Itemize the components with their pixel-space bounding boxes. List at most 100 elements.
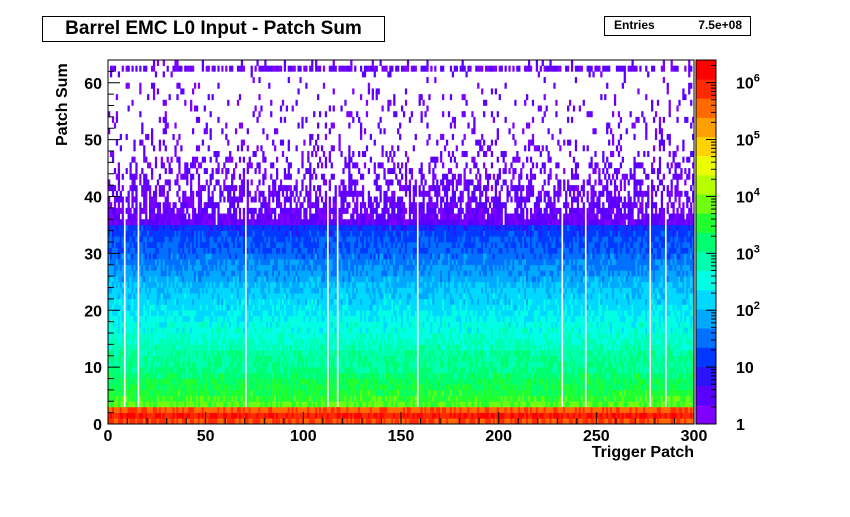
- heatmap-cell: [168, 224, 171, 231]
- heatmap-cell: [201, 418, 205, 425]
- heatmap-cell: [143, 293, 146, 300]
- heatmap-cell: [281, 310, 285, 317]
- heatmap-cell: [324, 321, 328, 328]
- heatmap-cell: [330, 173, 333, 180]
- heatmap-cell: [281, 190, 285, 197]
- heatmap-cell: [254, 321, 257, 328]
- heatmap-cell: [250, 355, 253, 362]
- heatmap-cell: [178, 162, 181, 169]
- heatmap-cell: [240, 65, 244, 72]
- heatmap-cell: [197, 259, 201, 266]
- heatmap-cell: [277, 242, 281, 248]
- heatmap-cell: [219, 361, 222, 368]
- heatmap-cell: [277, 333, 281, 339]
- heatmap-cell: [125, 196, 128, 203]
- heatmap-cell: [254, 384, 257, 391]
- heatmap-cell: [233, 253, 236, 260]
- heatmap-cell: [260, 293, 263, 300]
- heatmap-cell: [227, 276, 230, 283]
- heatmap-cell: [289, 185, 292, 192]
- heatmap-cell: [274, 242, 277, 248]
- heatmap-cell: [236, 259, 240, 266]
- heatmap-cell: [121, 372, 124, 379]
- heatmap-cell: [334, 236, 337, 243]
- heatmap-cell: [227, 344, 230, 351]
- heatmap-cell: [203, 384, 206, 391]
- heatmap-cell: [199, 406, 203, 413]
- heatmap-cell: [225, 406, 228, 413]
- heatmap-cell: [156, 333, 160, 339]
- heatmap-cell: [252, 344, 255, 351]
- heatmap-cell: [289, 190, 292, 197]
- heatmap-cell: [135, 333, 138, 339]
- heatmap-cell: [258, 367, 261, 374]
- heatmap-cell: [180, 65, 183, 72]
- heatmap-cell: [270, 406, 273, 413]
- heatmap-cell: [201, 230, 205, 237]
- heatmap-cell: [207, 406, 210, 413]
- heatmap-cell: [201, 253, 205, 260]
- heatmap-cell: [264, 389, 267, 396]
- heatmap-cell: [211, 247, 214, 254]
- heatmap-cell: [334, 224, 337, 231]
- heatmap-cell: [274, 253, 277, 260]
- heatmap-cell: [119, 264, 122, 271]
- heatmap-cell: [174, 145, 177, 152]
- heatmap-cell: [191, 236, 195, 243]
- heatmap-cell: [119, 242, 122, 248]
- heatmap-cell: [309, 276, 312, 283]
- heatmap-cell: [309, 395, 312, 402]
- heatmap-cell: [199, 202, 203, 209]
- heatmap-cell: [293, 196, 296, 203]
- heatmap-cell: [182, 242, 185, 248]
- heatmap-cell: [162, 406, 165, 413]
- heatmap-cell: [135, 202, 138, 209]
- heatmap-cell: [317, 247, 320, 254]
- heatmap-cell: [133, 344, 136, 351]
- heatmap-cell: [293, 315, 296, 322]
- heatmap-cell: [317, 298, 320, 305]
- heatmap-cell: [111, 276, 115, 283]
- heatmap-cell: [115, 224, 119, 231]
- heatmap-cell: [178, 304, 181, 311]
- heatmap-cell: [225, 361, 228, 368]
- heatmap-cell: [193, 213, 197, 220]
- heatmap-cell: [164, 344, 167, 351]
- heatmap-cell: [115, 287, 119, 294]
- heatmap-cell: [133, 355, 136, 362]
- heatmap-cell: [213, 333, 216, 339]
- heatmap-cell: [217, 406, 220, 413]
- heatmap-cell: [186, 219, 189, 226]
- heatmap-cell: [207, 367, 210, 374]
- heatmap-cell: [219, 247, 222, 254]
- heatmap-cell: [160, 242, 163, 248]
- heatmap-cell: [133, 242, 136, 248]
- heatmap-cell: [215, 418, 218, 425]
- heatmap-cell: [195, 116, 199, 123]
- heatmap-cell: [125, 281, 128, 288]
- heatmap-cell: [229, 361, 232, 368]
- heatmap-cell: [234, 350, 238, 357]
- heatmap-cell: [160, 219, 163, 226]
- heatmap-cell: [223, 281, 226, 288]
- heatmap-cell: [207, 196, 210, 203]
- heatmap-cell: [143, 202, 146, 209]
- heatmap-cell: [145, 384, 148, 391]
- heatmap-cell: [184, 230, 187, 237]
- heatmap-cell: [207, 298, 210, 305]
- heatmap-cell: [174, 270, 177, 277]
- heatmap-cell: [176, 384, 179, 391]
- heatmap-cell: [234, 367, 238, 374]
- heatmap-cell: [266, 372, 269, 379]
- heatmap-cell: [117, 264, 121, 271]
- heatmap-cell: [297, 276, 300, 283]
- heatmap-cell: [303, 344, 306, 351]
- heatmap-cell: [274, 145, 277, 152]
- heatmap-cell: [166, 259, 169, 266]
- heatmap-cell: [229, 327, 232, 334]
- heatmap-cell: [166, 230, 169, 237]
- heatmap-cell: [119, 270, 122, 277]
- heatmap-cell: [266, 264, 269, 271]
- heatmap-cell: [156, 242, 160, 248]
- heatmap-cell: [285, 298, 288, 305]
